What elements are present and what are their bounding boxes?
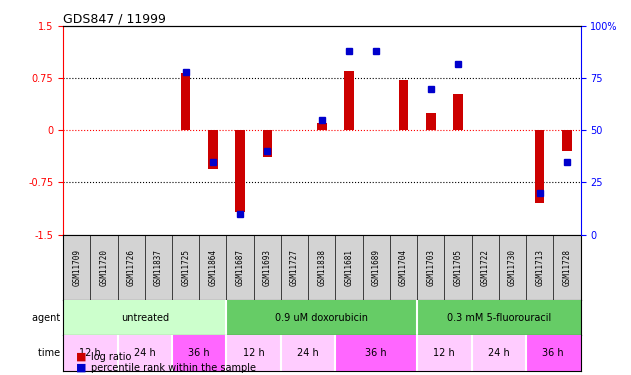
Text: GSM11864: GSM11864 bbox=[208, 249, 217, 286]
Bar bbox=[453, 94, 463, 130]
Bar bbox=[535, 130, 545, 203]
Bar bbox=[417, 300, 581, 336]
Text: GDS847 / 11999: GDS847 / 11999 bbox=[63, 12, 166, 25]
Text: agent: agent bbox=[32, 312, 63, 322]
Text: 0.9 uM doxorubicin: 0.9 uM doxorubicin bbox=[275, 312, 369, 322]
Text: 24 h: 24 h bbox=[134, 348, 156, 358]
Text: GSM11705: GSM11705 bbox=[454, 249, 463, 286]
Bar bbox=[63, 300, 227, 336]
Bar bbox=[562, 130, 572, 151]
Bar bbox=[345, 71, 354, 130]
Text: 24 h: 24 h bbox=[488, 348, 510, 358]
Text: GSM11703: GSM11703 bbox=[427, 249, 435, 286]
Bar bbox=[317, 123, 327, 130]
Text: GSM11838: GSM11838 bbox=[317, 249, 326, 286]
Text: GSM11725: GSM11725 bbox=[181, 249, 190, 286]
Bar bbox=[281, 336, 336, 371]
Text: GSM11730: GSM11730 bbox=[508, 249, 517, 286]
Text: ■: ■ bbox=[76, 352, 86, 362]
Text: 36 h: 36 h bbox=[543, 348, 564, 358]
Text: GSM11689: GSM11689 bbox=[372, 249, 380, 286]
Text: GSM11693: GSM11693 bbox=[263, 249, 272, 286]
Bar bbox=[262, 130, 272, 157]
Bar bbox=[336, 336, 417, 371]
Text: 0.3 mM 5-fluorouracil: 0.3 mM 5-fluorouracil bbox=[447, 312, 551, 322]
Bar bbox=[208, 130, 218, 169]
Bar bbox=[63, 336, 117, 371]
Text: GSM11681: GSM11681 bbox=[345, 249, 353, 286]
Bar bbox=[227, 336, 281, 371]
Text: untreated: untreated bbox=[121, 312, 169, 322]
Bar bbox=[399, 80, 408, 130]
Text: log ratio: log ratio bbox=[91, 352, 132, 362]
Text: GSM11722: GSM11722 bbox=[481, 249, 490, 286]
Text: 12 h: 12 h bbox=[80, 348, 101, 358]
Bar bbox=[471, 336, 526, 371]
Text: GSM11728: GSM11728 bbox=[562, 249, 572, 286]
Text: GSM11713: GSM11713 bbox=[535, 249, 544, 286]
Text: 36 h: 36 h bbox=[365, 348, 387, 358]
Bar bbox=[227, 300, 417, 336]
Bar bbox=[426, 113, 435, 130]
Text: GSM11726: GSM11726 bbox=[127, 249, 136, 286]
Text: percentile rank within the sample: percentile rank within the sample bbox=[91, 363, 256, 373]
Text: time: time bbox=[38, 348, 63, 358]
Bar bbox=[117, 336, 172, 371]
Text: GSM11709: GSM11709 bbox=[72, 249, 81, 286]
Text: GSM11687: GSM11687 bbox=[235, 249, 245, 286]
Bar bbox=[172, 336, 227, 371]
Text: ■: ■ bbox=[76, 363, 86, 373]
Text: GSM11727: GSM11727 bbox=[290, 249, 299, 286]
Text: GSM11704: GSM11704 bbox=[399, 249, 408, 286]
Bar bbox=[526, 336, 581, 371]
Bar bbox=[181, 74, 191, 130]
Text: GSM11837: GSM11837 bbox=[154, 249, 163, 286]
Bar bbox=[417, 336, 471, 371]
Bar bbox=[235, 130, 245, 212]
Text: 12 h: 12 h bbox=[433, 348, 455, 358]
Text: 36 h: 36 h bbox=[189, 348, 210, 358]
Text: 12 h: 12 h bbox=[243, 348, 264, 358]
Text: 24 h: 24 h bbox=[297, 348, 319, 358]
Text: GSM11720: GSM11720 bbox=[100, 249, 109, 286]
